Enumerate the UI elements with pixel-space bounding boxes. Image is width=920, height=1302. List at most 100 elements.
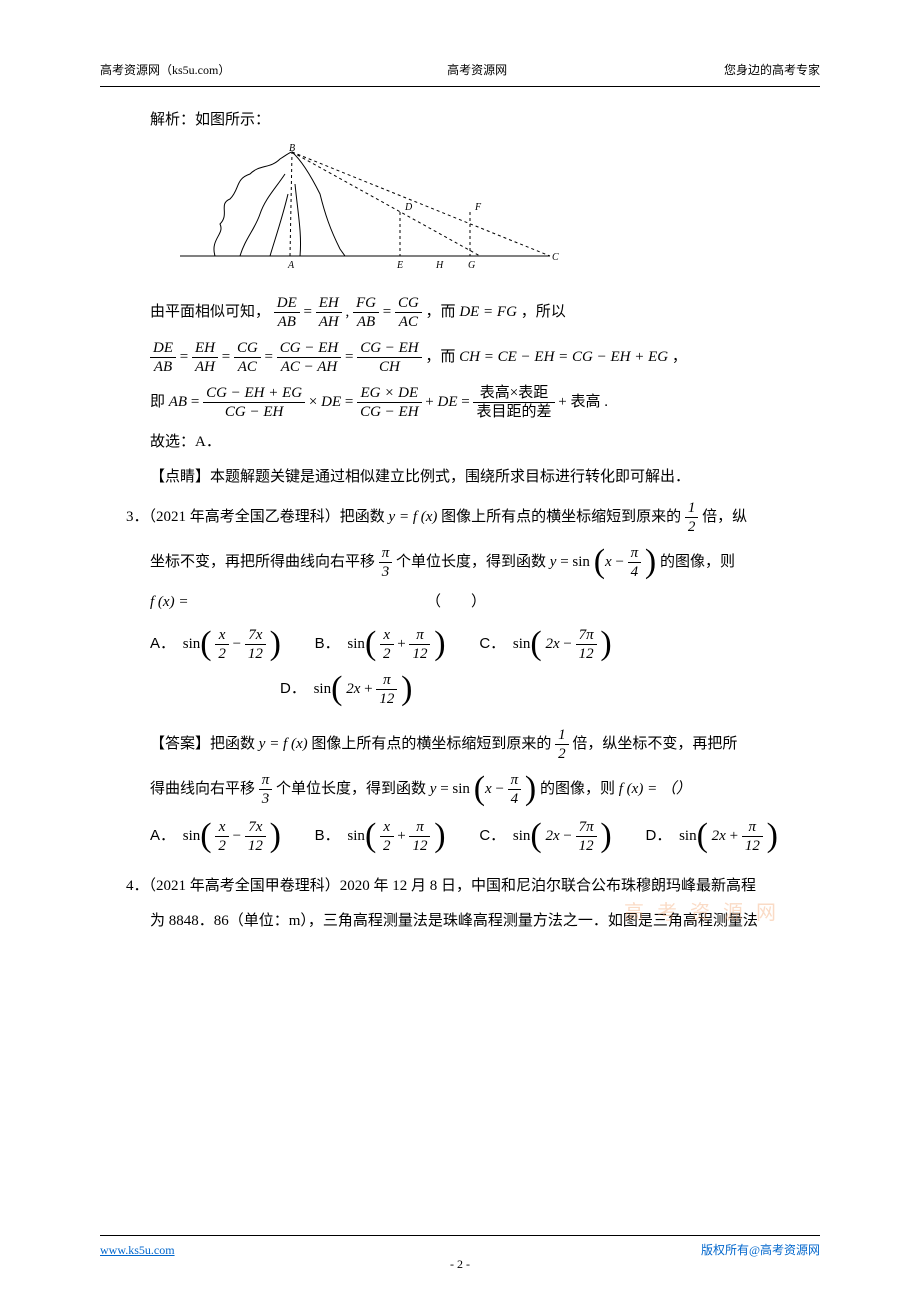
num: x <box>215 818 229 837</box>
mountain-diagram: B A E H G C D F <box>170 144 820 284</box>
header-center: 高考资源网 <box>447 60 507 82</box>
page-footer: www.ks5u.com 版权所有@高考资源网 - 2 - <box>100 1235 820 1262</box>
q-number: 4． <box>126 878 149 894</box>
den: 2 <box>380 645 394 663</box>
num: x <box>380 626 394 645</box>
num: CG <box>395 294 422 313</box>
num: π <box>379 544 393 563</box>
option-D[interactable]: D． sin( 2x + π12 ) <box>280 671 412 708</box>
text: ， <box>672 349 687 365</box>
den: 2 <box>685 518 699 536</box>
den: AH <box>192 358 218 376</box>
text: 由平面相似可知， <box>150 304 270 320</box>
similarity-line-3: 即 AB = CG − EH + EGCG − EH × DE = EG × D… <box>150 384 820 421</box>
label-H: H <box>435 260 444 271</box>
den: 12 <box>245 837 266 855</box>
eq: DE = FG <box>459 304 517 320</box>
text: 把函数 <box>210 736 259 752</box>
label: C． <box>479 827 505 844</box>
den: 表目距的差 <box>473 403 554 421</box>
sin: sin <box>347 636 365 652</box>
num: FG <box>353 294 379 313</box>
text: 倍，纵 <box>702 509 747 525</box>
den: CG − EH <box>203 403 305 421</box>
den: 2 <box>380 837 394 855</box>
label: D． <box>280 680 306 697</box>
den: 3 <box>379 563 393 581</box>
op: − <box>563 828 575 844</box>
ans-option-A[interactable]: A． sin( x2 − 7x12 ) <box>150 818 281 855</box>
den: 12 <box>576 645 597 663</box>
eq: y = f (x) <box>259 736 308 752</box>
num: 1 <box>555 726 569 745</box>
text: 图像上所有点的横坐标缩短到原来的 <box>437 509 681 525</box>
ans-option-C[interactable]: C． sin( 2x − 7π12 ) <box>479 818 611 855</box>
num: π <box>508 771 522 790</box>
num: 7x <box>245 626 266 645</box>
num: 7π <box>576 818 597 837</box>
text: 2020 年 12 月 8 日，中国和尼泊尔联合公布珠穆朗玛峰最新高程 <box>340 878 756 894</box>
header-right: 您身边的高考专家 <box>724 60 820 82</box>
eq: CH = CE − EH = CG − EH + EG <box>459 349 668 365</box>
den: 12 <box>742 837 763 855</box>
op: − <box>563 636 575 652</box>
ans-option-D[interactable]: D． sin( 2x + π12 ) <box>645 818 777 855</box>
label-C: C <box>552 252 559 263</box>
num: π <box>259 771 273 790</box>
den: 4 <box>628 563 642 581</box>
option-B[interactable]: B． sin( x2 + π12 ) <box>315 626 446 663</box>
label: A． <box>150 827 175 844</box>
page: 高考资源网（ks5u.com） 高考资源网 您身边的高考专家 解析：如图所示： <box>0 0 920 1302</box>
num: 表高×表距 <box>473 384 554 403</box>
num: x <box>215 626 229 645</box>
label: B． <box>315 827 340 844</box>
den: AB <box>150 358 176 376</box>
similarity-line-2: DEAB = EHAH = CGAC = CG − EHAC − AH = CG… <box>150 339 820 376</box>
den: CG − EH <box>357 403 421 421</box>
arg: 2x <box>346 681 360 697</box>
den: AC <box>395 313 422 331</box>
den: 12 <box>245 645 266 663</box>
text: 的图像，则 <box>540 781 619 797</box>
text: ，而 <box>425 349 459 365</box>
num: EH <box>192 339 218 358</box>
num: CG <box>234 339 261 358</box>
label-E: E <box>396 260 403 271</box>
text: 个单位长度，得到函数 <box>276 781 430 797</box>
label: A． <box>150 635 175 652</box>
num: DE <box>274 294 300 313</box>
watermark: 高 考 资 源 网 <box>624 895 780 931</box>
question-3-line3: f (x) = （ ） <box>150 589 820 616</box>
den: 12 <box>576 837 597 855</box>
question-3: 3．（2021 年高考全国乙卷理科）把函数 y = f (x) 图像上所有点的横… <box>150 499 820 536</box>
answer-head: 【答案】 <box>150 736 210 752</box>
answer-select: 故选：A． <box>150 429 820 456</box>
op: − <box>233 828 245 844</box>
num: 7x <box>245 818 266 837</box>
sin: sin <box>513 636 531 652</box>
page-number: - 2 - <box>100 1254 820 1276</box>
den: 12 <box>376 690 397 708</box>
page-header: 高考资源网（ks5u.com） 高考资源网 您身边的高考专家 <box>100 60 820 87</box>
content: 解析：如图所示： B A E <box>150 107 820 935</box>
num: CG − EH <box>357 339 421 358</box>
ans-option-B[interactable]: B． sin( x2 + π12 ) <box>315 818 446 855</box>
q3-answer-options: A． sin( x2 − 7x12 ) B． sin( x2 + π12 ) C… <box>150 818 820 863</box>
label-A: A <box>287 260 295 271</box>
option-C[interactable]: C． sin( 2x − 7π12 ) <box>479 626 611 663</box>
den: 12 <box>409 837 430 855</box>
q3-options: A． sin( x2 − 7x12 ) B． sin( x2 + π12 ) C… <box>150 626 820 716</box>
text: 得曲线向右平移 <box>150 781 255 797</box>
num: EG × DE <box>357 384 421 403</box>
den: AC <box>234 358 261 376</box>
num: CG − EH + EG <box>203 384 305 403</box>
q3-answer: 【答案】把函数 y = f (x) 图像上所有点的横坐标缩短到原来的 12 倍，… <box>150 726 820 763</box>
num: 7π <box>576 626 597 645</box>
op: + <box>397 636 409 652</box>
eq: f (x) = （） <box>619 781 691 797</box>
text: 即 <box>150 394 169 410</box>
q3-answer-line2: 得曲线向右平移 π3 个单位长度，得到函数 y = sin (x − π4 ) … <box>150 771 820 808</box>
option-A[interactable]: A． sin( x2 − 7x12 ) <box>150 626 281 663</box>
den: AH <box>316 313 342 331</box>
sin: sin <box>679 828 697 844</box>
